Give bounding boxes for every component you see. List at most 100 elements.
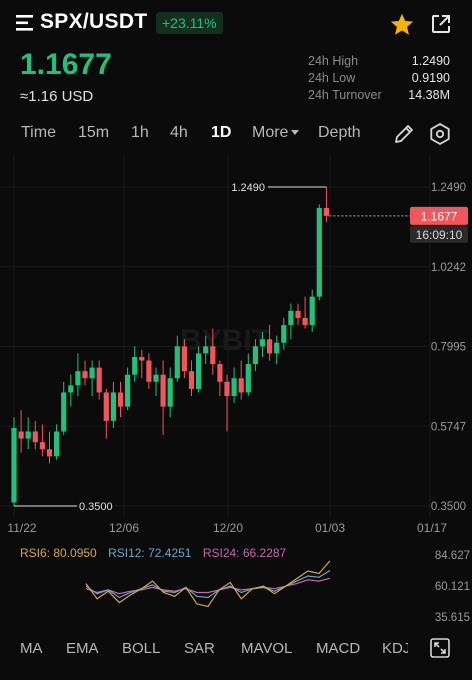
candle-body bbox=[132, 356, 138, 375]
rsi-chart[interactable]: 84.627 60.121 35.615 bbox=[0, 540, 472, 630]
candle-body bbox=[46, 449, 53, 457]
stat-label-low: 24h Low bbox=[308, 71, 356, 85]
candle-body bbox=[196, 353, 202, 389]
star-icon[interactable] bbox=[389, 12, 415, 38]
x-tick-label: 01/17 bbox=[417, 521, 447, 535]
candle-body bbox=[181, 346, 187, 372]
header: SPX/USDT +23.11% 1.1677 ≈1.16 USD 24h Hi… bbox=[0, 0, 472, 120]
candle-body bbox=[18, 431, 24, 439]
tab-depth[interactable]: Depth bbox=[318, 124, 361, 141]
tab-time[interactable]: Time bbox=[21, 124, 56, 141]
candle-body bbox=[110, 392, 116, 421]
rsi-legend: RSI6: 80.0950 RSI12: 72.4251 RSI24: 66.2… bbox=[20, 546, 294, 560]
x-tick-label: 12/20 bbox=[213, 521, 243, 535]
stat-label-high: 24h High bbox=[308, 54, 359, 68]
indicator-mavol[interactable]: MAVOL bbox=[241, 640, 293, 657]
candle-body bbox=[82, 371, 88, 379]
divider bbox=[416, 632, 418, 662]
countdown-tag bbox=[410, 225, 468, 243]
y-tick-label: 1.0242 bbox=[431, 262, 466, 274]
candle-body bbox=[174, 346, 180, 379]
y-axis: 1.2490 1.0242 0.7995 0.5747 0.3500 bbox=[431, 182, 466, 513]
candle-body bbox=[167, 378, 173, 407]
indicator-kdj[interactable]: KDJ bbox=[382, 640, 408, 657]
indicator-ma[interactable]: MA bbox=[20, 640, 43, 657]
trading-pair[interactable]: SPX/USDT bbox=[40, 10, 148, 33]
tab-more[interactable]: More bbox=[252, 124, 300, 142]
candle-body bbox=[25, 431, 31, 439]
candle-body bbox=[125, 374, 131, 407]
candle-body bbox=[89, 367, 95, 379]
candle-body bbox=[267, 339, 273, 354]
candle-body bbox=[245, 364, 251, 393]
tab-1h[interactable]: 1h bbox=[131, 124, 149, 141]
candle-body bbox=[203, 346, 209, 354]
tab-4h[interactable]: 4h bbox=[170, 124, 188, 141]
rsi6-label: RSI6: 80.0950 bbox=[20, 546, 97, 560]
indicator-boll[interactable]: BOLL bbox=[122, 640, 161, 657]
settings-icon[interactable] bbox=[428, 122, 452, 146]
candle-body bbox=[75, 371, 81, 386]
tab-more-label: More bbox=[252, 124, 289, 141]
rsi24-line bbox=[85, 577, 331, 595]
candle-body bbox=[316, 207, 322, 297]
candle-body bbox=[302, 317, 308, 326]
candle-body bbox=[210, 346, 216, 365]
current-price-label: 1.1677 bbox=[421, 209, 458, 223]
candle-body bbox=[231, 378, 237, 396]
expand-icon[interactable] bbox=[430, 638, 450, 658]
y-tick-label: 0.5747 bbox=[431, 421, 466, 433]
indicator-macd[interactable]: MACD bbox=[316, 640, 361, 657]
indicator-sar[interactable]: SAR bbox=[184, 640, 215, 657]
candle-body bbox=[224, 381, 230, 396]
candle-body bbox=[96, 367, 102, 393]
timeframe-bar: Time 15m 1h 4h 1D More Depth bbox=[0, 118, 472, 148]
y-tick-label: 1.2490 bbox=[431, 182, 466, 194]
stat-value-high: 1.2490 bbox=[411, 54, 450, 68]
rsi-y-axis: 84.627 60.121 35.615 bbox=[435, 550, 470, 624]
candle-body bbox=[309, 296, 315, 326]
rsi6-line bbox=[85, 560, 331, 608]
rsi-y-tick-label: 84.627 bbox=[435, 550, 470, 562]
indicator-bar: MA EMA BOLL SAR MAVOL MACD KDJ bbox=[0, 632, 472, 664]
indicator-ema[interactable]: EMA bbox=[66, 640, 99, 657]
menu-icon[interactable] bbox=[16, 14, 36, 32]
rsi-y-tick-label: 35.615 bbox=[435, 612, 470, 624]
stat-value-turnover: 14.38M bbox=[408, 88, 450, 102]
x-tick-label: 01/03 bbox=[315, 521, 345, 535]
candles bbox=[11, 187, 329, 506]
candle-body bbox=[11, 427, 17, 503]
x-axis: 11/22 12/06 12/20 01/03 01/17 bbox=[7, 521, 447, 535]
chevron-down-icon bbox=[291, 130, 300, 136]
candle-body bbox=[153, 374, 159, 382]
share-icon[interactable] bbox=[430, 13, 452, 35]
rsi12-line bbox=[85, 569, 331, 599]
candle-body bbox=[117, 392, 124, 407]
tab-1d[interactable]: 1D bbox=[211, 124, 232, 141]
candle-body bbox=[217, 364, 223, 382]
candle-body bbox=[39, 442, 45, 450]
y-tick-label: 0.3500 bbox=[431, 501, 466, 513]
low-marker-label: 0.3500 bbox=[79, 501, 113, 513]
candle-body bbox=[54, 431, 60, 457]
stat-value-low: 0.9190 bbox=[411, 71, 450, 85]
candle-body bbox=[103, 392, 109, 421]
candle-body bbox=[160, 374, 166, 407]
candle-body bbox=[274, 342, 280, 354]
fiat-price: ≈1.16 USD bbox=[20, 88, 94, 105]
pencil-icon[interactable] bbox=[393, 123, 415, 145]
high-marker-label: 1.2490 bbox=[231, 182, 265, 194]
candle-body bbox=[259, 339, 266, 347]
y-tick-label: 0.7995 bbox=[431, 342, 466, 354]
tab-15m[interactable]: 15m bbox=[78, 124, 110, 141]
candle-body bbox=[68, 385, 74, 393]
rsi-y-tick-label: 60.121 bbox=[435, 581, 470, 593]
x-tick-label: 11/22 bbox=[7, 521, 36, 535]
rsi12-label: RSI12: 72.4251 bbox=[108, 546, 192, 560]
chart-annotations: 1.2490 0.3500 1.1677 16:09:10 bbox=[14, 182, 468, 513]
candle-body bbox=[139, 356, 145, 361]
candle-body bbox=[188, 371, 195, 389]
rsi-lines bbox=[85, 560, 331, 608]
x-tick-label: 12/06 bbox=[109, 521, 139, 535]
